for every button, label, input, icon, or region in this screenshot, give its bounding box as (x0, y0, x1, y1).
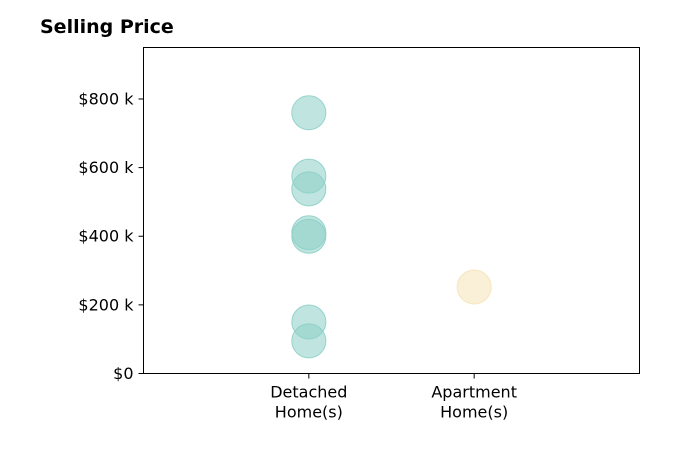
y-tick-label: $200 k (78, 295, 134, 314)
y-tick-label: $600 k (78, 158, 134, 177)
x-tick-label-line: Home(s) (440, 403, 508, 422)
x-tick-label-line: Apartment (431, 383, 517, 402)
plot-frame (143, 47, 640, 374)
x-tick-label: Apartment Home(s) (431, 383, 517, 422)
x-tick-label: Detached Home(s) (270, 383, 347, 422)
x-tick-label-line: Detached (270, 383, 347, 402)
data-point (291, 218, 327, 254)
y-tick-label: $400 k (78, 227, 134, 246)
data-point (456, 269, 492, 305)
chart-title: Selling Price (40, 16, 174, 38)
y-tick-label: $0 (113, 364, 133, 383)
data-point (291, 323, 327, 359)
y-axis: $0 $200 k $400 k $600 k $800 k (78, 89, 144, 383)
x-axis: Detached Home(s)Apartment Home(s) (270, 373, 517, 422)
x-tick-label-line: Home(s) (275, 403, 343, 422)
data-points (291, 95, 492, 359)
data-point (291, 171, 327, 207)
y-tick-label: $800 k (78, 89, 134, 108)
data-point (291, 95, 327, 131)
